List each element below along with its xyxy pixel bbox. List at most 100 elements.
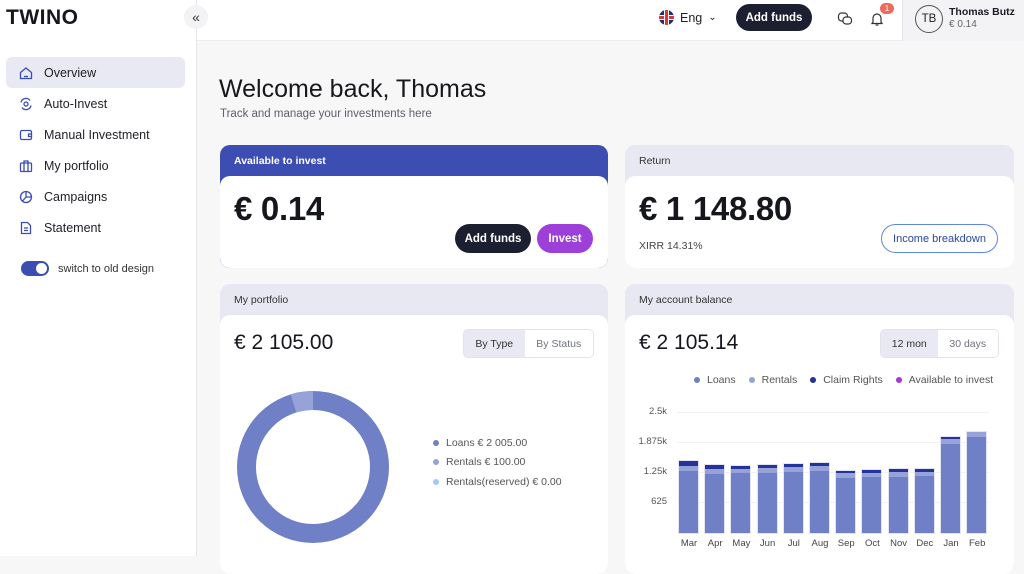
bar[interactable]: [966, 431, 988, 534]
bar-segment: [888, 472, 908, 477]
legend-item: Claim Rights: [810, 374, 883, 386]
page-subtitle: Track and manage your investments here: [220, 108, 432, 120]
sidebar-item-my-portfolio[interactable]: My portfolio: [6, 150, 185, 181]
sidebar-item-label: Overview: [44, 65, 97, 80]
bar-segment: [914, 471, 934, 477]
add-funds-button[interactable]: Add funds: [455, 224, 531, 253]
portfolio-donut-chart: [237, 391, 389, 543]
bar-segment: [810, 463, 829, 467]
balance-value: € 2 105.14: [639, 331, 739, 354]
gridline: [677, 412, 989, 413]
bar-segment: [810, 466, 829, 472]
x-tick-label: Mar: [680, 538, 698, 549]
bar-segment: [679, 470, 698, 533]
language-selector[interactable]: Eng ⌄: [659, 10, 717, 25]
auto-invest-icon: [18, 96, 34, 112]
bar-segment: [941, 438, 960, 444]
bar-segment: [783, 472, 803, 533]
bar-segment: [757, 465, 777, 469]
bar[interactable]: [782, 463, 804, 534]
bar-segment: [941, 436, 960, 439]
bar-segment: [941, 443, 960, 533]
sidebar-item-campaigns[interactable]: Campaigns: [6, 181, 185, 212]
bar-segment: [888, 476, 908, 533]
add-funds-button[interactable]: Add funds: [736, 4, 812, 31]
sidebar-item-label: Auto-Invest: [44, 96, 108, 111]
bar-segment: [914, 468, 934, 472]
bar-segment: [757, 472, 777, 533]
sidebar-item-auto-invest[interactable]: Auto-Invest: [6, 88, 185, 119]
y-tick-label: 1.875k: [638, 436, 667, 447]
gridline: [677, 472, 989, 473]
chat-icon[interactable]: [835, 9, 855, 29]
bar-segment: [705, 473, 725, 533]
chevron-down-icon: ⌄: [708, 12, 717, 23]
old-design-toggle[interactable]: [21, 261, 49, 276]
portfolio-card: My portfolio € 2 105.00 By Type By Statu…: [220, 284, 608, 574]
return-card: Return € 1 148.80 XIRR 14.31% Income bre…: [625, 145, 1014, 268]
x-tick-label: Feb: [969, 538, 986, 549]
bar-segment: [836, 473, 856, 479]
bar[interactable]: [704, 464, 726, 534]
legend-item: Rentals(reserved) € 0.00: [433, 472, 562, 492]
tab-by-status[interactable]: By Status: [524, 330, 593, 357]
bar[interactable]: [913, 467, 935, 534]
sidebar-item-statement[interactable]: Statement: [6, 212, 185, 243]
tab-by-type[interactable]: By Type: [464, 330, 525, 357]
legend-dot: [433, 439, 439, 446]
bar[interactable]: [940, 435, 961, 534]
toggle-label: switch to old design: [58, 262, 154, 275]
user-menu[interactable]: TB Thomas Butz € 0.14: [902, 0, 1024, 41]
sidebar-item-overview[interactable]: Overview: [6, 57, 185, 88]
y-tick-label: 1.25k: [643, 466, 667, 477]
sidebar-item-manual-investment[interactable]: Manual Investment: [6, 119, 185, 150]
bar-segment: [836, 478, 856, 533]
bar[interactable]: [835, 469, 857, 534]
language-label: Eng: [680, 10, 703, 25]
bar[interactable]: [756, 464, 778, 534]
tab-30-days[interactable]: 30 days: [937, 330, 998, 357]
balance-legend: Loans Rentals Claim Rights Available to …: [694, 374, 1006, 386]
bar[interactable]: [730, 464, 752, 534]
bar-segment: [967, 432, 987, 437]
legend-item: Rentals € 100.00: [433, 453, 562, 473]
income-breakdown-button[interactable]: Income breakdown: [881, 224, 998, 253]
bar[interactable]: [678, 460, 699, 534]
x-tick-label: Oct: [865, 538, 880, 549]
bar-segment: [783, 467, 803, 473]
bar[interactable]: [887, 468, 909, 534]
pie-icon: [18, 189, 34, 205]
card-header: My portfolio: [234, 293, 289, 306]
bar-segment: [888, 469, 908, 473]
bell-icon[interactable]: [867, 9, 887, 29]
twino-logo[interactable]: TWINO: [6, 6, 79, 29]
topbar: Eng ⌄ Add funds 1 TB Thomas Butz € 0.14: [197, 0, 1024, 41]
sidebar-item-label: Campaigns: [44, 189, 108, 204]
home-icon: [18, 65, 34, 81]
x-tick-label: Sep: [837, 538, 855, 549]
notification-badge: 1: [880, 3, 894, 14]
x-tick-label: Dec: [916, 538, 934, 549]
x-tick-label: Nov: [890, 538, 908, 549]
bar[interactable]: [809, 462, 830, 534]
bar-segment: [836, 470, 856, 474]
bar[interactable]: [861, 468, 883, 534]
avatar: TB: [915, 5, 943, 33]
tab-12-months[interactable]: 12 mon: [881, 330, 938, 357]
user-name: Thomas Butz: [949, 6, 1015, 18]
legend-item: Loans € 2 005.00: [433, 433, 562, 453]
collapse-sidebar-button[interactable]: «: [184, 5, 208, 29]
bar-segment: [731, 473, 751, 533]
portfolio-legend: Loans € 2 005.00 Rentals € 100.00 Rental…: [433, 433, 562, 492]
document-icon: [18, 220, 34, 236]
xirr-value: XIRR 14.31%: [639, 240, 703, 252]
bar-segment: [679, 461, 698, 466]
sidebar-nav: Overview Auto-Invest Manual Investment M…: [6, 57, 185, 243]
bar-segment: [914, 476, 934, 533]
legend-item: Loans: [694, 374, 736, 386]
invest-button[interactable]: Invest: [537, 224, 593, 253]
bar-segment: [783, 464, 803, 468]
period-toggle: 12 mon 30 days: [880, 329, 999, 358]
card-header: My account balance: [639, 293, 733, 306]
x-tick-label: Aug: [811, 538, 829, 549]
